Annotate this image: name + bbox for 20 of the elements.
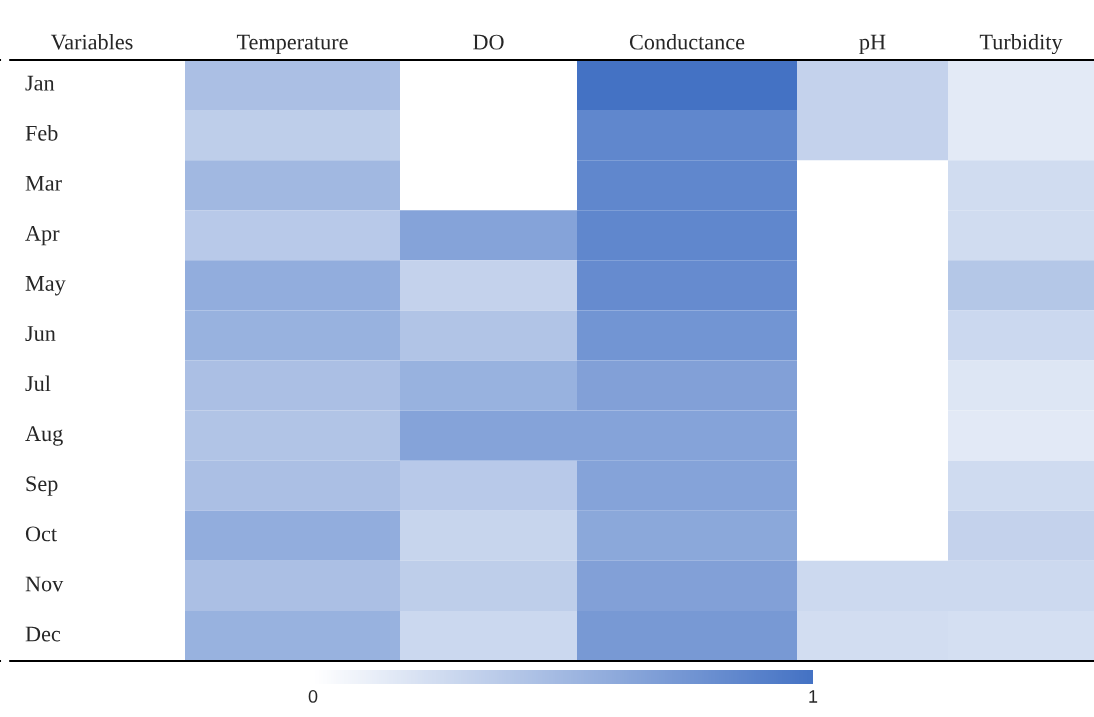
y-tick-label: Jul xyxy=(25,375,51,392)
color-bar-label: 0 xyxy=(308,690,318,703)
y-tick-label: Aug xyxy=(25,426,63,446)
y-tick-label: Apr xyxy=(25,225,60,246)
x-tick-label: pH xyxy=(859,34,886,55)
y-tick-label: Jun xyxy=(25,326,56,342)
y-tick-label: Sep xyxy=(26,476,58,496)
y-tick-label: Jan xyxy=(25,75,55,91)
y-tick-label: Dec xyxy=(25,626,61,642)
y-tick-label: Nov xyxy=(25,576,64,592)
y-axis-title: Variables xyxy=(50,33,133,50)
x-tick-label: Turbidity xyxy=(979,33,1063,55)
color-bar-label: 1 xyxy=(809,690,818,703)
y-tick-label: Mar xyxy=(25,176,62,191)
x-tick-label: Temperature xyxy=(236,34,348,55)
x-tick-label: Conductance xyxy=(629,33,745,50)
y-tick-label: Feb xyxy=(25,125,58,141)
y-tick-label: Oct xyxy=(25,526,57,542)
x-tick-label: DO xyxy=(473,34,504,50)
y-tick-label: May xyxy=(25,276,66,296)
